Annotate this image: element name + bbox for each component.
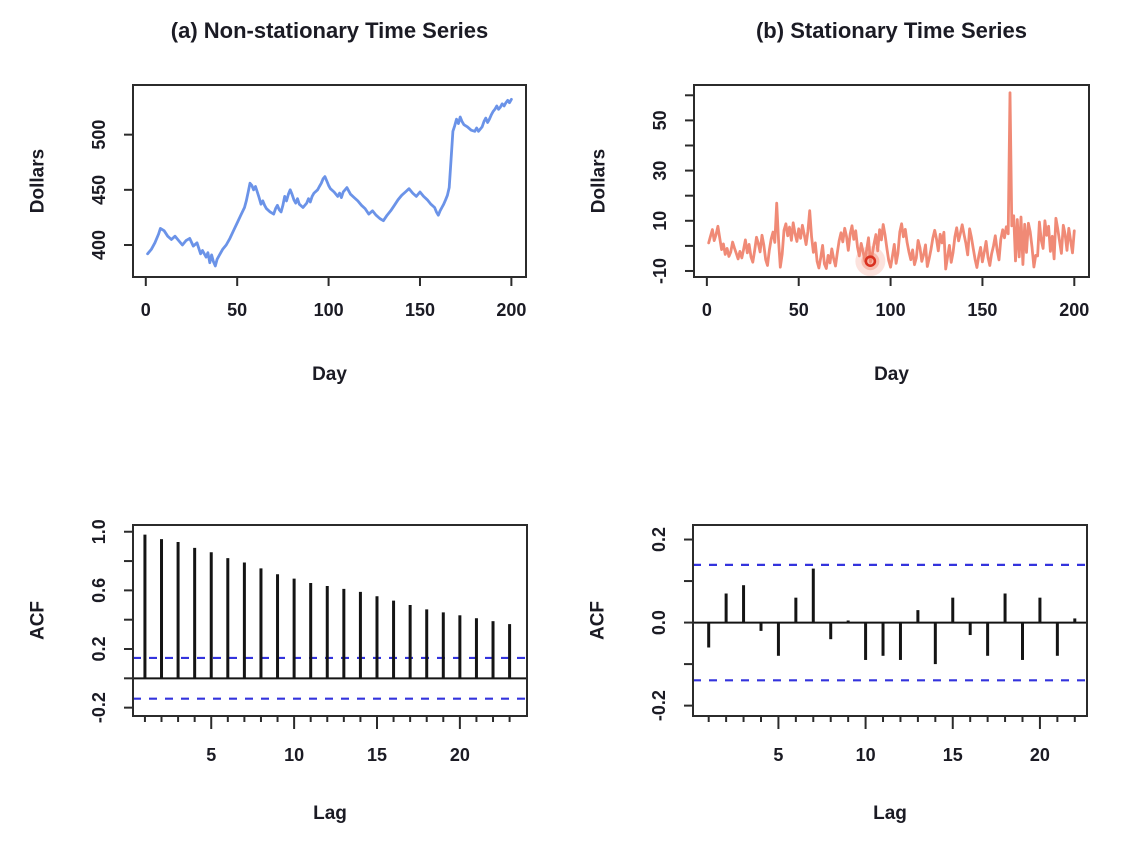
click-glow-outer <box>855 246 886 277</box>
acf-nonstationary-frame <box>132 524 528 717</box>
y-tick-label: 0.2 <box>649 527 669 552</box>
y-tick-label: 450 <box>89 175 109 205</box>
stationary-series-xlabel: Day <box>874 364 909 385</box>
click-glow-inner <box>861 252 880 271</box>
x-tick-label: 0 <box>141 300 151 320</box>
x-tick-label: 10 <box>284 745 304 765</box>
x-tick-label: 150 <box>405 300 435 320</box>
x-tick-label: 100 <box>314 300 344 320</box>
nonstationary-series-xlabel: Day <box>312 364 347 385</box>
x-tick-label: 5 <box>206 745 216 765</box>
click-highlight-annotation <box>855 246 886 277</box>
acf-stationary-frame <box>692 524 1088 717</box>
y-tick-label: 0.6 <box>89 578 109 603</box>
x-tick-label: 15 <box>367 745 387 765</box>
y-tick-label: 500 <box>89 120 109 150</box>
stationary-series-panel: (b) Stationary Time Series -10 10 30 50 0 50 10… <box>589 18 1090 385</box>
acf-stationary-ylabel: ACF <box>588 601 609 640</box>
y-tick-label: 0.0 <box>649 610 669 635</box>
nonstationary-series-ylabel: Dollars <box>28 149 49 213</box>
x-tick-label: 50 <box>227 300 247 320</box>
stationary-series-frame <box>693 84 1090 278</box>
nonstationary-series-line <box>146 97 513 268</box>
x-tick-label: 200 <box>1059 300 1089 320</box>
x-tick-label: 50 <box>789 300 809 320</box>
acf-stationary-panel: -0.2 0.0 0.2 5 10 15 20 Lag ACF <box>588 524 1088 824</box>
stationary-series-title: (b) Stationary Time Series <box>756 18 1027 43</box>
y-tick-label: 50 <box>650 110 670 130</box>
stationary-series-line <box>707 91 1076 271</box>
nonstationary-series-title: (a) Non-stationary Time Series <box>171 18 488 43</box>
x-tick-label: 100 <box>876 300 906 320</box>
x-tick-label: 150 <box>967 300 997 320</box>
y-tick-label: -0.2 <box>89 692 109 723</box>
x-tick-label: 5 <box>773 745 783 765</box>
acf-nonstationary-xlabel: Lag <box>313 803 347 824</box>
acf-stationary-xlabel: Lag <box>873 803 907 824</box>
x-tick-label: 0 <box>702 300 712 320</box>
y-tick-label: 400 <box>89 230 109 260</box>
y-tick-label: 0.2 <box>89 636 109 661</box>
y-tick-label: -10 <box>650 258 670 284</box>
nonstationary-series-frame <box>132 84 527 278</box>
stationary-series-ylabel: Dollars <box>589 149 610 213</box>
nonstationary-series-panel: (a) Non-stationary Time Series 400 450 500 0… <box>28 18 527 385</box>
y-tick-label: 30 <box>650 161 670 181</box>
x-tick-label: 20 <box>450 745 470 765</box>
x-tick-label: 15 <box>943 745 963 765</box>
y-tick-label: -0.2 <box>649 690 669 721</box>
x-tick-label: 20 <box>1030 745 1050 765</box>
y-tick-label: 10 <box>650 211 670 231</box>
click-ring-icon <box>864 255 877 267</box>
acf-nonstationary-panel: -0.2 0.2 0.6 1.0 5 10 15 20 Lag ACF <box>28 519 528 824</box>
x-tick-label: 200 <box>496 300 526 320</box>
y-tick-label: 1.0 <box>89 519 109 544</box>
acf-nonstationary-ylabel: ACF <box>28 601 49 640</box>
x-tick-label: 10 <box>856 745 876 765</box>
